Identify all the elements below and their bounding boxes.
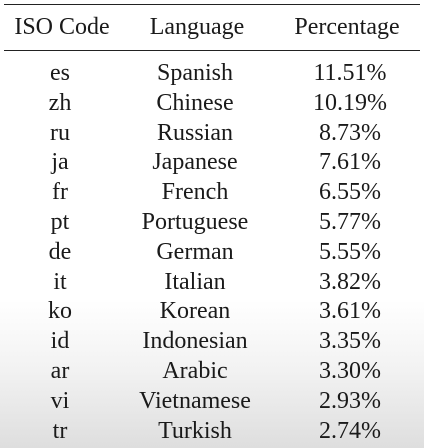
table-row: ja Japanese 7.61% — [0, 147, 424, 177]
cell-percentage: 3.61% — [319, 298, 381, 325]
cell-iso-code: ru — [50, 119, 70, 146]
table-row: zh Chinese 10.19% — [0, 88, 424, 118]
table-row: es Spanish 11.51% — [0, 58, 424, 88]
cell-iso-code: fr — [52, 179, 68, 206]
cell-percentage: 3.35% — [319, 328, 381, 355]
cell-percentage: 2.74% — [319, 417, 381, 444]
header-percentage: Percentage — [294, 14, 400, 40]
cell-iso-code: it — [53, 268, 67, 295]
table-row: vi Vietnamese 2.93% — [0, 386, 424, 416]
table-row: ar Arabic 3.30% — [0, 356, 424, 386]
cell-language: Turkish — [158, 417, 232, 444]
cell-language: Vietnamese — [139, 387, 251, 414]
cell-percentage: 3.30% — [319, 358, 381, 384]
header-language: Language — [149, 14, 245, 40]
cell-language: Portuguese — [141, 209, 249, 235]
table-row: de German 5.55% — [0, 237, 424, 267]
cell-percentage: 11.51% — [313, 60, 387, 86]
table-row: ru Russian 8.73% — [0, 118, 424, 148]
cell-iso-code: ar — [50, 358, 70, 384]
cell-language: German — [156, 238, 234, 265]
table-row: fr French 6.55% — [0, 177, 424, 207]
cell-percentage: 8.73% — [319, 119, 381, 146]
cell-percentage: 10.19% — [313, 89, 387, 116]
cell-language: Korean — [159, 298, 231, 325]
cell-language: Japanese — [152, 149, 238, 176]
cell-language: Russian — [156, 119, 233, 146]
cell-iso-code: ja — [51, 149, 69, 176]
cell-iso-code: vi — [50, 387, 70, 414]
cell-iso-code: de — [48, 238, 72, 265]
cell-iso-code: ko — [48, 298, 72, 325]
table-header: ISO Code Language Percentage — [0, 12, 424, 42]
cell-iso-code: id — [50, 328, 70, 355]
table-row: it Italian 3.82% — [0, 267, 424, 297]
cell-percentage: 3.82% — [319, 268, 381, 295]
header-rule — [4, 50, 420, 51]
cell-language: Chinese — [156, 89, 234, 116]
table-row: tr Turkish 2.74% — [0, 416, 424, 446]
cell-percentage: 6.55% — [319, 179, 381, 206]
cell-language: Indonesian — [142, 328, 248, 355]
cell-iso-code: tr — [52, 417, 68, 444]
cell-language: French — [161, 179, 229, 206]
cell-iso-code: pt — [50, 209, 70, 235]
cell-language: Spanish — [156, 60, 233, 86]
cell-iso-code: zh — [48, 89, 72, 116]
cell-language: Italian — [164, 268, 226, 295]
cell-percentage: 7.61% — [319, 149, 381, 176]
top-rule — [4, 4, 420, 5]
cell-percentage: 5.77% — [319, 209, 381, 235]
cell-percentage: 2.93% — [319, 387, 381, 414]
table-row: ko Korean 3.61% — [0, 296, 424, 326]
table-row: id Indonesian 3.35% — [0, 326, 424, 356]
table-row: pt Portuguese 5.77% — [0, 207, 424, 237]
header-iso-code: ISO Code — [14, 14, 110, 40]
cell-iso-code: es — [50, 60, 70, 86]
cell-language: Arabic — [162, 358, 228, 384]
cell-percentage: 5.55% — [319, 238, 381, 265]
